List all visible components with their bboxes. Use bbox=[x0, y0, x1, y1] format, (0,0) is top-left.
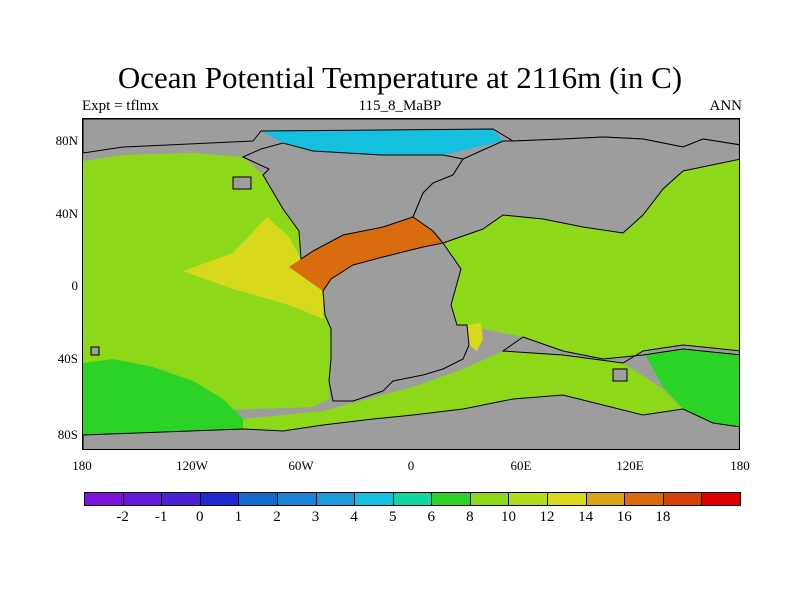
colorbar-label: 4 bbox=[350, 509, 358, 525]
colorbar-label: 18 bbox=[655, 509, 671, 525]
land-island-3 bbox=[232, 176, 252, 190]
land-island-2 bbox=[612, 368, 628, 382]
x-tick-label: 180 bbox=[72, 458, 92, 473]
land-south-america-africa bbox=[322, 242, 470, 402]
ocean-region-indian bbox=[443, 159, 739, 359]
colorbar-box bbox=[84, 492, 124, 506]
colorbar-box bbox=[392, 492, 433, 506]
land-australia bbox=[501, 336, 739, 364]
right-string: ANN bbox=[709, 98, 743, 114]
map-panel bbox=[82, 118, 740, 450]
colorbar-label: 1 bbox=[234, 509, 243, 525]
y-tick-label: 40N bbox=[55, 206, 78, 221]
x-tick-label: 180 bbox=[730, 458, 750, 473]
colorbar-label: 0 bbox=[196, 509, 204, 525]
plot-title: Ocean Potential Temperature at 2116m (in… bbox=[117, 60, 683, 95]
colorbar-box bbox=[122, 492, 163, 506]
colorbar-box bbox=[701, 492, 741, 506]
ocean-region-atlantic-warm bbox=[289, 217, 443, 291]
land-masses bbox=[83, 119, 739, 449]
colorbar-box bbox=[276, 492, 317, 506]
colorbar-label: 12 bbox=[539, 509, 555, 525]
colorbar-box bbox=[469, 492, 510, 506]
ocean-region-south-pacific bbox=[83, 359, 243, 435]
y-tick-label: 0 bbox=[71, 278, 79, 293]
land-antarctica bbox=[83, 394, 739, 449]
colorbar-box bbox=[624, 492, 664, 506]
colorbar-label: 14 bbox=[578, 509, 594, 525]
x-tick-label: 60E bbox=[510, 458, 532, 473]
ocean-region-tethys bbox=[467, 323, 483, 351]
y-tick-label: 40S bbox=[57, 351, 78, 366]
ocean-region-southern-strip bbox=[243, 351, 683, 431]
colorbar-box bbox=[238, 492, 278, 506]
ocean-region-pacific bbox=[83, 153, 331, 415]
colorbar-label: -1 bbox=[154, 509, 168, 525]
ocean-region-eastern-pacific bbox=[183, 217, 323, 319]
center-string: 115_8_MaBP bbox=[358, 98, 442, 114]
ocean-region-arctic bbox=[261, 129, 503, 155]
colorbar-label: 2 bbox=[273, 509, 281, 525]
colorbar-label: 10 bbox=[500, 509, 516, 525]
map-svg bbox=[83, 119, 739, 449]
colorbar-box bbox=[315, 492, 356, 506]
colorbar-label: 5 bbox=[388, 509, 397, 525]
colorbar-label: -2 bbox=[116, 509, 129, 525]
land-island-1 bbox=[90, 346, 100, 356]
y-tick-label: 80S bbox=[57, 427, 78, 442]
ocean-fill bbox=[83, 129, 739, 435]
colorbar-box bbox=[662, 492, 703, 506]
ocean-region-south-right bbox=[643, 345, 739, 427]
colorbar-box bbox=[431, 492, 471, 506]
colorbar-box bbox=[585, 492, 626, 506]
colorbar-box bbox=[354, 492, 394, 506]
land-eurasia bbox=[412, 136, 739, 244]
colorbar-label: 16 bbox=[616, 509, 632, 525]
y-tick-label: 80N bbox=[55, 133, 78, 148]
colorbar-label: 8 bbox=[466, 509, 474, 525]
colorbar-label: 6 bbox=[427, 509, 436, 525]
left-string: Expt = tflmx bbox=[82, 98, 159, 114]
colorbar-label: 3 bbox=[311, 509, 320, 525]
colorbar-box bbox=[508, 492, 549, 506]
x-tick-label: 120W bbox=[176, 458, 208, 473]
x-tick-label: 60W bbox=[288, 458, 314, 473]
colorbar-box bbox=[199, 492, 240, 506]
colorbar-box bbox=[161, 492, 201, 506]
x-tick-label: 0 bbox=[407, 458, 415, 473]
colorbar-box bbox=[547, 492, 587, 506]
colorbar bbox=[84, 492, 741, 506]
x-tick-label: 120E bbox=[616, 458, 644, 473]
